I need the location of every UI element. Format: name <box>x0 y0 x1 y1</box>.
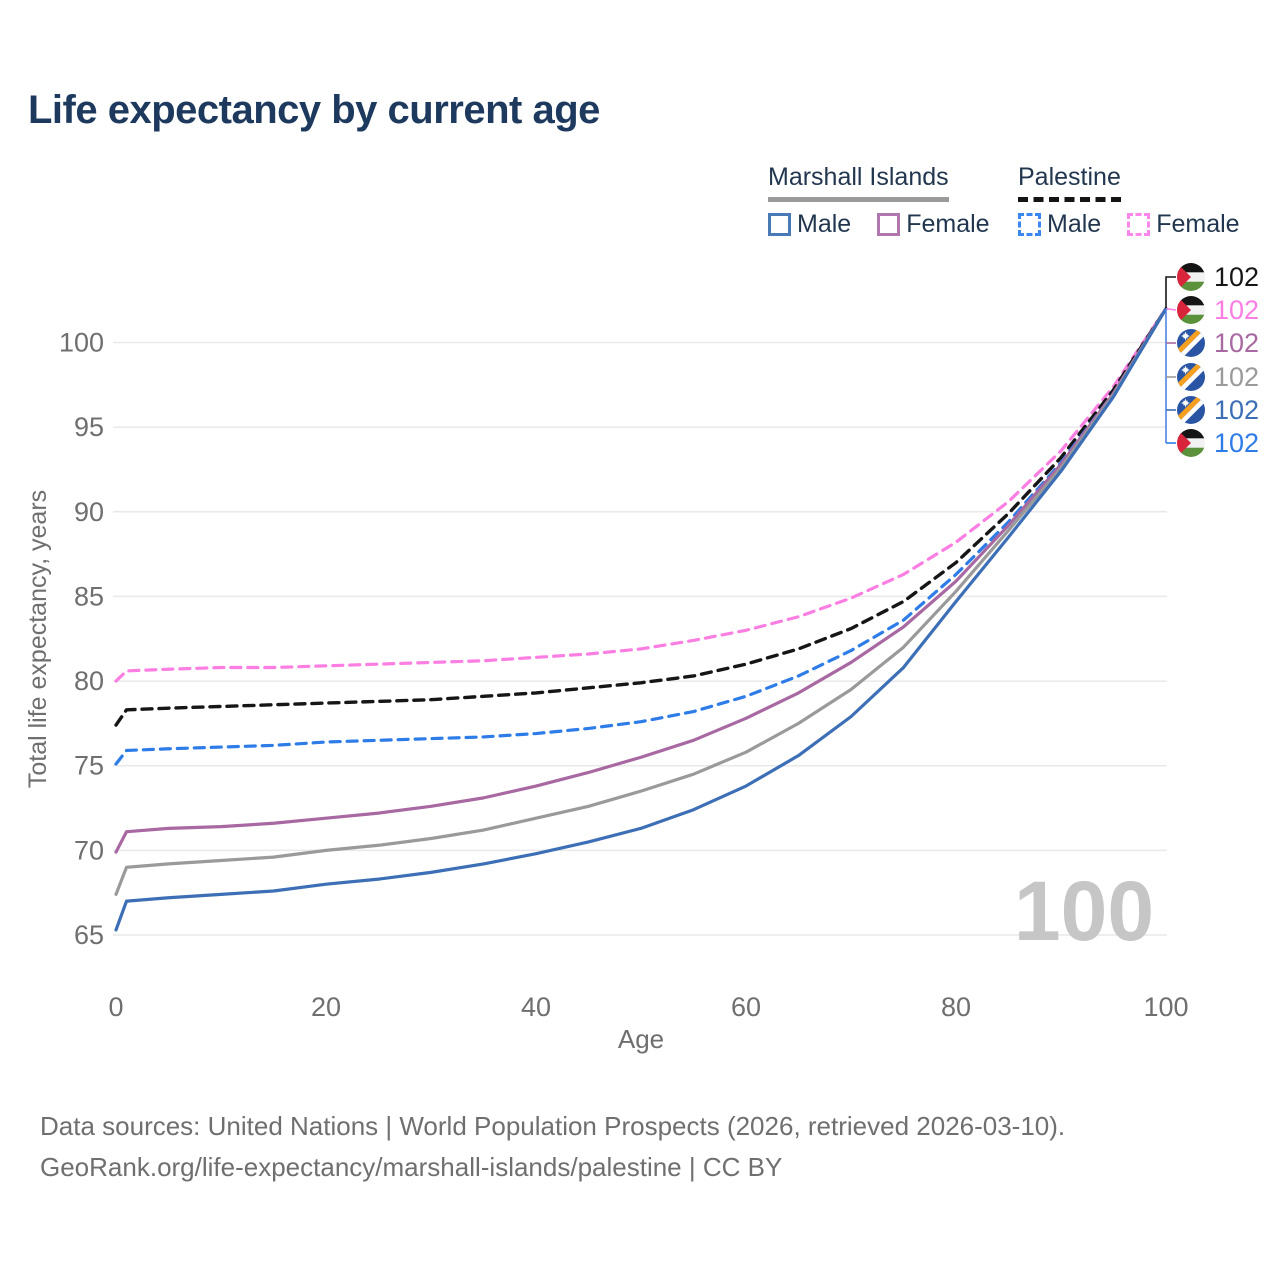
end-label-value: 102 <box>1214 261 1260 292</box>
legend-items-marshall-islands: Male Female <box>768 210 990 239</box>
life-expectancy-line-chart: 100 65 70 75 80 85 90 95 100 0 20 40 60 80 100 Age T… <box>24 276 1189 1054</box>
footer: Data sources: United Nations | World Pop… <box>40 1106 1065 1188</box>
end-label-row: 102 <box>1177 427 1260 458</box>
end-label-row: 102 <box>1177 261 1260 292</box>
legend-item-marshall-male[interactable]: Male <box>768 210 851 239</box>
x-axis-tick-labels: 0 20 40 60 80 100 <box>108 992 1188 1022</box>
end-label-leader-lines <box>1165 276 1177 444</box>
marshall-islands-flag-icon <box>1177 329 1205 357</box>
end-label-row: 102 <box>1177 361 1260 392</box>
palestine-flag-icon <box>1177 429 1205 457</box>
x-tick-label: 20 <box>311 992 341 1022</box>
legend-group-marshall-islands: Marshall Islands Male Female <box>768 163 990 239</box>
x-tick-label: 80 <box>941 992 971 1022</box>
y-tick-label: 95 <box>74 412 104 442</box>
end-label-value: 102 <box>1214 361 1260 392</box>
legend-item-palestine-male[interactable]: Male <box>1018 210 1101 239</box>
palestine-flag-icon <box>1177 296 1205 324</box>
page-title: Life expectancy by current age <box>28 88 600 132</box>
x-tick-label: 100 <box>1143 992 1188 1022</box>
legend-item-label: Male <box>797 210 852 238</box>
legend-item-label: Male <box>1047 210 1102 238</box>
series-line-marshall-islands-both-sexes <box>114 307 1168 896</box>
x-tick-label: 40 <box>521 992 551 1022</box>
series-line-palestine-male <box>114 307 1168 766</box>
x-axis-title: Age <box>618 1024 664 1054</box>
marshall-islands-flag-icon <box>1177 363 1205 391</box>
series-line-palestine-female <box>114 307 1168 683</box>
x-tick-label: 60 <box>731 992 761 1022</box>
y-tick-label: 70 <box>74 835 104 865</box>
x-tick-label: 0 <box>108 992 123 1022</box>
marshall-male-swatch-icon <box>768 213 791 236</box>
y-tick-label: 85 <box>74 581 104 611</box>
end-label-value: 102 <box>1214 294 1260 325</box>
end-label-row: 102 <box>1177 394 1260 425</box>
attribution-line: GeoRank.org/life-expectancy/marshall-isl… <box>40 1152 783 1182</box>
series-line-marshall-islands-male <box>114 307 1168 932</box>
leader-line <box>1165 307 1177 311</box>
y-axis-title: Total life expectancy, years <box>24 490 52 788</box>
y-tick-label: 100 <box>59 327 104 357</box>
end-label-value: 102 <box>1214 327 1260 358</box>
palestine-flag-icon <box>1177 263 1205 291</box>
legend-item-label: Female <box>1156 210 1240 238</box>
y-tick-label: 80 <box>74 666 104 696</box>
marshall-female-swatch-icon <box>877 213 901 236</box>
y-tick-label: 90 <box>74 497 104 527</box>
palestine-male-swatch-icon <box>1018 213 1041 236</box>
gridlines <box>113 341 1167 936</box>
y-axis-tick-labels: 65 70 75 80 85 90 95 100 <box>59 327 104 950</box>
end-label-row: 102 <box>1177 327 1260 358</box>
end-label-value: 102 <box>1214 394 1260 425</box>
end-label-value: 102 <box>1214 427 1260 458</box>
leader-line <box>1165 276 1176 309</box>
legend-country-marshall-islands[interactable]: Marshall Islands <box>768 163 949 202</box>
watermark-age-label: 100 <box>1014 864 1154 958</box>
y-tick-label: 65 <box>74 920 104 950</box>
marshall-islands-flag-icon <box>1177 396 1205 424</box>
legend-item-label: Female <box>906 210 990 238</box>
series-line-marshall-islands-female <box>114 307 1168 854</box>
legend-country-palestine[interactable]: Palestine <box>1018 163 1121 202</box>
data-sources-line: Data sources: United Nations | World Pop… <box>40 1111 1066 1141</box>
legend-item-marshall-female[interactable]: Female <box>877 210 990 239</box>
series-lines <box>114 306 1168 932</box>
legend-item-palestine-female[interactable]: Female <box>1127 210 1240 239</box>
series-line-palestine-both-sexes <box>114 306 1168 727</box>
legend-group-palestine: Palestine Male Female <box>1018 163 1240 239</box>
palestine-female-swatch-icon <box>1127 213 1151 236</box>
y-tick-label: 75 <box>74 751 104 781</box>
end-label-row: 102 <box>1177 294 1260 325</box>
legend-items-palestine: Male Female <box>1018 210 1240 239</box>
